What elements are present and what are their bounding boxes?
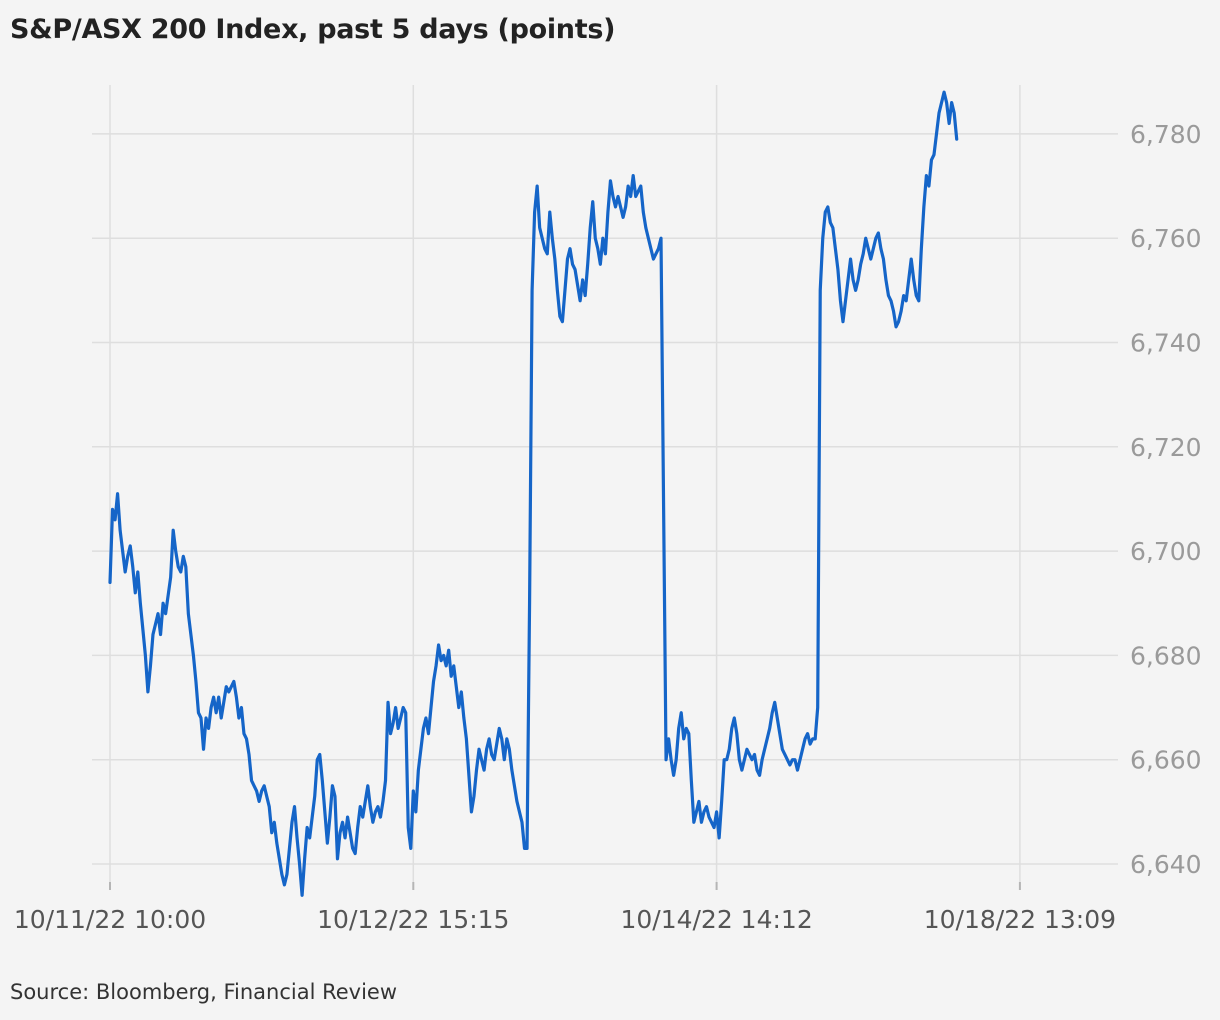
line-chart: 6,640 6,660 6,680 6,700 6,720 6,740 6,760 6,780… <box>14 85 1202 934</box>
y-tick-labels: 6,640 6,660 6,680 6,700 6,720 6,740 6,760 6,780 <box>1130 120 1202 879</box>
x-ticks <box>109 882 1021 890</box>
x-tick-label: 10/18/22 13:09 <box>924 905 1116 934</box>
y-tick-label: 6,680 <box>1130 641 1202 670</box>
gridlines-y <box>92 133 1118 865</box>
y-tick-label: 6,640 <box>1130 850 1202 879</box>
y-tick-label: 6,720 <box>1130 433 1202 462</box>
y-tick-label: 6,760 <box>1130 224 1202 253</box>
y-tick-label: 6,660 <box>1130 746 1202 775</box>
x-tick-labels: 10/11/22 10:00 10/12/22 15:15 10/14/22 14:… <box>14 905 1116 934</box>
gridlines-x <box>109 85 1021 890</box>
chart-title: S&P/ASX 200 Index, past 5 days (points) <box>10 14 616 45</box>
x-tick-label: 10/11/22 10:00 <box>14 905 206 934</box>
x-tick-label: 10/14/22 14:12 <box>620 905 812 934</box>
y-tick-label: 6,780 <box>1130 120 1202 149</box>
source-note: Source: Bloomberg, Financial Review <box>10 980 398 1004</box>
x-tick-label: 10/12/22 15:15 <box>317 905 509 934</box>
y-tick-label: 6,700 <box>1130 537 1202 566</box>
series-line-asx200 <box>108 90 959 897</box>
y-tick-label: 6,740 <box>1130 329 1202 358</box>
